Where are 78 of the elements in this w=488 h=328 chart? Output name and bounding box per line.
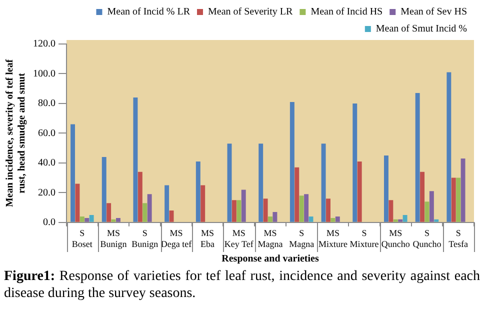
bar bbox=[321, 144, 326, 222]
bar bbox=[415, 93, 420, 222]
bar bbox=[133, 98, 138, 222]
y-tick-label: 80.0 bbox=[38, 98, 56, 110]
bar bbox=[84, 218, 90, 222]
y-tick-label: 0.0 bbox=[43, 217, 56, 228]
bar bbox=[70, 124, 76, 222]
x-tick-label: S Tesfa bbox=[448, 228, 468, 249]
bar bbox=[169, 210, 174, 222]
bar bbox=[299, 196, 304, 222]
x-tick-label: S Magna bbox=[289, 228, 314, 249]
x-tick-label: MS Mixture bbox=[318, 228, 348, 249]
y-tick-label: 60.0 bbox=[38, 128, 56, 139]
x-tick-label: MS Quncho bbox=[381, 228, 410, 249]
y-tick-label: 40.0 bbox=[38, 158, 56, 169]
bar bbox=[89, 214, 94, 222]
bar bbox=[164, 185, 170, 222]
bar bbox=[272, 212, 278, 222]
bar bbox=[330, 218, 336, 222]
bar bbox=[232, 200, 236, 222]
x-tick-label: MS Eba bbox=[200, 228, 215, 249]
bar bbox=[196, 161, 200, 222]
x-tick-label: MS Bunign bbox=[100, 228, 128, 249]
bar bbox=[138, 172, 142, 222]
caption: Figure1: Response of varieties for tef leaf rust, incidence and severity against each disease during the survey seasons. bbox=[4, 268, 480, 302]
bar bbox=[258, 144, 264, 222]
bar bbox=[335, 216, 340, 222]
bar bbox=[263, 198, 268, 222]
bar bbox=[357, 161, 362, 222]
x-tick-label: S Boset bbox=[72, 228, 93, 249]
x-tick-label: S Bunign bbox=[132, 228, 159, 249]
bar bbox=[241, 190, 246, 222]
bar bbox=[75, 184, 80, 222]
bar bbox=[147, 194, 152, 222]
bar bbox=[111, 219, 116, 222]
x-tick-label: MS Key Tef bbox=[224, 228, 254, 249]
legend-label: Mean of Smut Incid % bbox=[376, 24, 467, 35]
bar bbox=[326, 198, 330, 222]
bar bbox=[308, 216, 314, 222]
bar bbox=[80, 216, 84, 222]
bar bbox=[424, 202, 430, 222]
bar bbox=[384, 156, 388, 222]
bar bbox=[429, 191, 434, 222]
x-tick-label: MS Magna bbox=[258, 228, 283, 249]
legend-label: Mean of Incid % LR bbox=[107, 6, 190, 18]
bar bbox=[456, 178, 461, 222]
bar bbox=[420, 172, 425, 222]
legend-label: Mean of Incid HS bbox=[310, 6, 383, 18]
bar bbox=[451, 178, 456, 222]
bar bbox=[106, 203, 112, 222]
x-tick-label: MS Dega tef bbox=[160, 228, 192, 249]
bar bbox=[434, 219, 439, 222]
y-tick-label: 120.0 bbox=[33, 38, 56, 50]
bar bbox=[227, 144, 232, 222]
bar bbox=[236, 200, 242, 222]
bar bbox=[102, 156, 106, 222]
bar bbox=[294, 167, 300, 222]
y-tick-label: 20.0 bbox=[38, 187, 56, 198]
bar bbox=[446, 72, 452, 222]
bar bbox=[268, 216, 272, 222]
legend-label: Mean of Severity LR bbox=[208, 6, 294, 18]
y-tick-label: 100.0 bbox=[33, 68, 56, 80]
bar bbox=[200, 185, 206, 222]
bar bbox=[398, 219, 403, 222]
legend-label: Mean of Sev HS bbox=[400, 6, 468, 18]
x-tick-label: S Quncho bbox=[412, 228, 442, 249]
bar bbox=[402, 214, 408, 222]
bar bbox=[352, 103, 358, 222]
x-tick-label: S Mixture bbox=[350, 228, 379, 249]
bar bbox=[304, 194, 309, 222]
bar bbox=[142, 203, 148, 222]
bar bbox=[290, 102, 294, 222]
bar bbox=[460, 158, 466, 222]
bar bbox=[116, 218, 120, 222]
y-axis-title: Mean incidence, severity of tef leaf rust, head smudge and smut bbox=[4, 58, 28, 208]
bar bbox=[393, 219, 398, 222]
x-axis-title: Response and varieties bbox=[222, 254, 319, 265]
bar bbox=[388, 200, 394, 222]
